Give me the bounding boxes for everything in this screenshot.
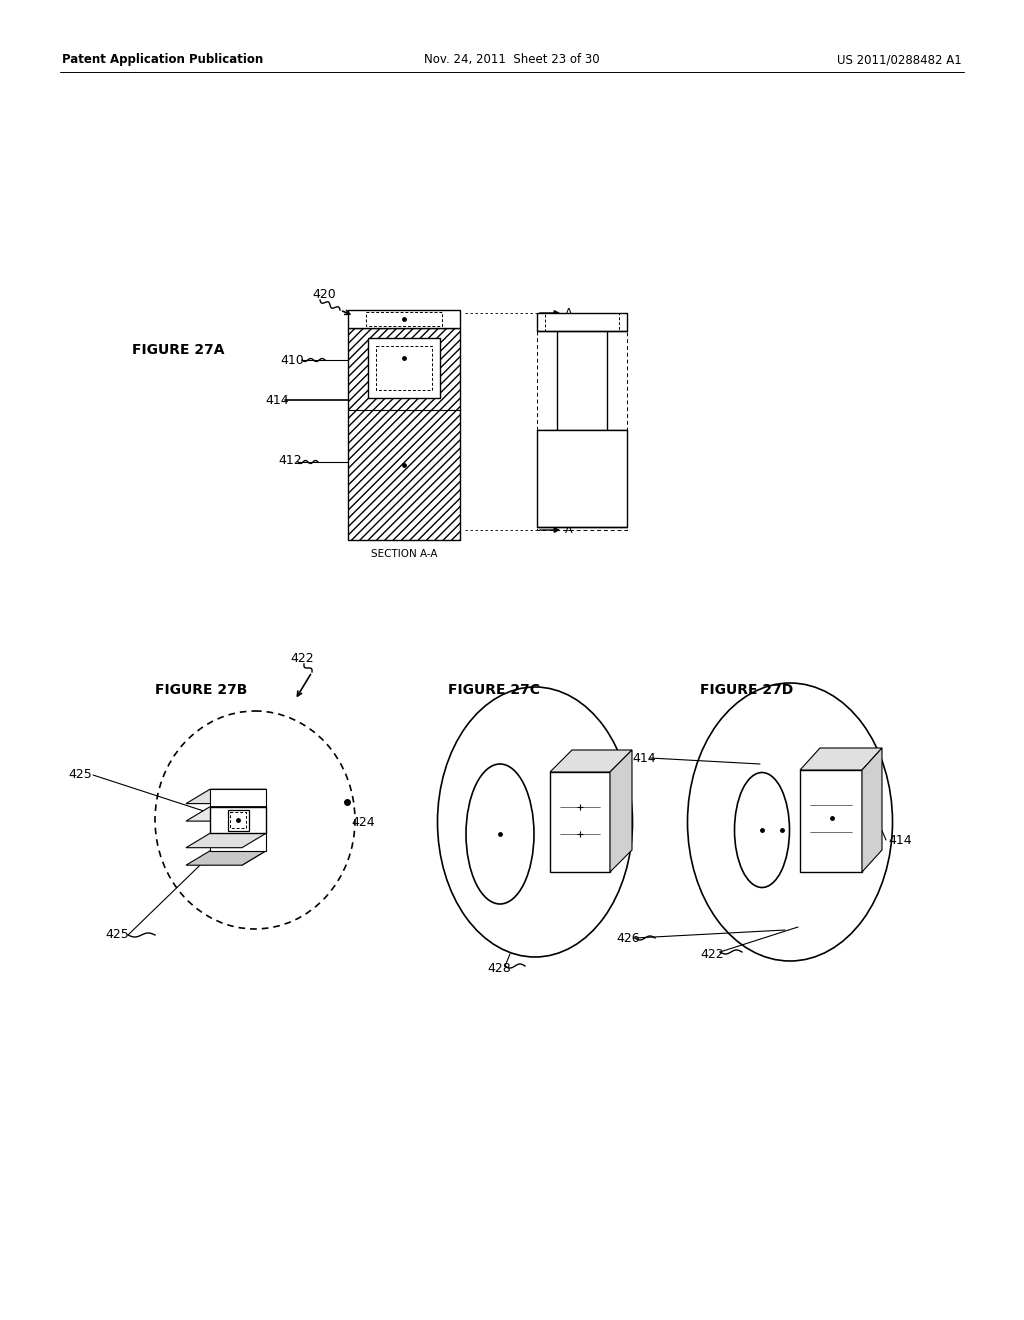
Text: 412: 412 — [278, 454, 302, 466]
Text: 420: 420 — [312, 289, 336, 301]
Polygon shape — [610, 750, 632, 873]
Text: 422: 422 — [290, 652, 313, 664]
Polygon shape — [550, 750, 632, 772]
Text: 410: 410 — [280, 354, 304, 367]
Text: 428: 428 — [487, 961, 511, 974]
Text: FIGURE 27C: FIGURE 27C — [449, 682, 540, 697]
Polygon shape — [186, 851, 266, 865]
Polygon shape — [227, 809, 249, 830]
Ellipse shape — [734, 772, 790, 887]
Polygon shape — [210, 833, 266, 851]
Text: 425: 425 — [68, 768, 92, 781]
Text: US 2011/0288482 A1: US 2011/0288482 A1 — [838, 54, 962, 66]
Polygon shape — [242, 807, 266, 847]
Bar — [348, 310, 460, 327]
Polygon shape — [186, 807, 266, 821]
Bar — [545, 313, 618, 331]
Polygon shape — [550, 772, 610, 873]
Polygon shape — [800, 748, 882, 770]
Bar — [537, 313, 627, 531]
Text: A: A — [565, 525, 572, 535]
Text: FIGURE 27A: FIGURE 27A — [132, 343, 224, 356]
Ellipse shape — [437, 686, 633, 957]
Polygon shape — [186, 789, 266, 804]
Text: SECTION A-A: SECTION A-A — [371, 549, 437, 558]
Bar — [366, 312, 442, 326]
Ellipse shape — [687, 682, 893, 961]
Text: 414: 414 — [265, 393, 289, 407]
Bar — [537, 313, 627, 331]
Text: 414: 414 — [632, 751, 655, 764]
Bar — [537, 430, 627, 527]
Polygon shape — [242, 833, 266, 865]
Text: FIGURE 27D: FIGURE 27D — [700, 682, 794, 697]
Text: 414: 414 — [888, 833, 911, 846]
Text: Nov. 24, 2011  Sheet 23 of 30: Nov. 24, 2011 Sheet 23 of 30 — [424, 54, 600, 66]
Bar — [348, 327, 460, 540]
Bar — [376, 346, 432, 389]
Text: 425: 425 — [105, 928, 129, 941]
Bar — [368, 338, 440, 399]
Text: A: A — [565, 308, 572, 318]
Polygon shape — [800, 770, 862, 873]
Ellipse shape — [466, 764, 534, 904]
Polygon shape — [210, 789, 266, 807]
Text: 422: 422 — [700, 949, 724, 961]
Bar — [348, 310, 460, 540]
Text: 426: 426 — [616, 932, 640, 945]
Text: Patent Application Publication: Patent Application Publication — [62, 54, 263, 66]
Polygon shape — [210, 807, 266, 833]
Polygon shape — [242, 789, 266, 821]
Polygon shape — [186, 833, 266, 847]
Polygon shape — [862, 748, 882, 873]
Text: 424: 424 — [351, 816, 375, 829]
Text: FIGURE 27B: FIGURE 27B — [155, 682, 248, 697]
